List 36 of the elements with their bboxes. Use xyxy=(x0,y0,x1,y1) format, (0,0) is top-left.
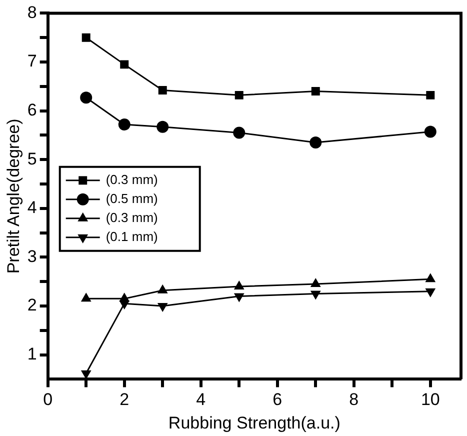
point xyxy=(233,126,246,139)
point xyxy=(234,90,244,100)
x-tick-label: 8 xyxy=(349,390,359,410)
y-tick-label: 6 xyxy=(27,100,37,120)
y-tick-label: 2 xyxy=(27,296,37,315)
y-tick-label: 3 xyxy=(27,246,37,266)
point xyxy=(158,86,167,95)
y-tick-label: 4 xyxy=(27,198,37,218)
point xyxy=(118,118,130,130)
x-axis-title: Rubbing Strength(a.u.) xyxy=(168,413,340,432)
x-tick-label: 0 xyxy=(43,390,53,410)
point xyxy=(234,293,244,302)
y-tick-label: 7 xyxy=(27,52,37,71)
x-tick-label: 10 xyxy=(420,390,440,410)
point xyxy=(82,33,90,42)
y-tick-label: 1 xyxy=(27,344,37,364)
legend-label: (0.3 mm) xyxy=(106,172,158,187)
y-tick-label: 5 xyxy=(27,149,37,168)
point xyxy=(426,90,435,100)
x-tick-label: 2 xyxy=(120,390,130,410)
point xyxy=(120,60,129,69)
point xyxy=(424,126,436,138)
point xyxy=(156,120,169,133)
y-axis-title: Pretilt Angle(degree) xyxy=(4,118,23,274)
legend-label: (0.3 mm) xyxy=(106,210,158,225)
legend-label: (0.5 mm) xyxy=(106,191,158,206)
point xyxy=(311,87,320,96)
x-tick-label: 6 xyxy=(272,390,282,410)
legend-label: (0.1 mm) xyxy=(106,229,158,244)
point xyxy=(80,92,92,104)
y-tick-label: 8 xyxy=(27,2,37,22)
point xyxy=(425,288,436,298)
x-tick-label: 4 xyxy=(196,390,206,410)
point xyxy=(310,290,321,300)
point xyxy=(310,136,322,149)
point xyxy=(157,303,168,312)
